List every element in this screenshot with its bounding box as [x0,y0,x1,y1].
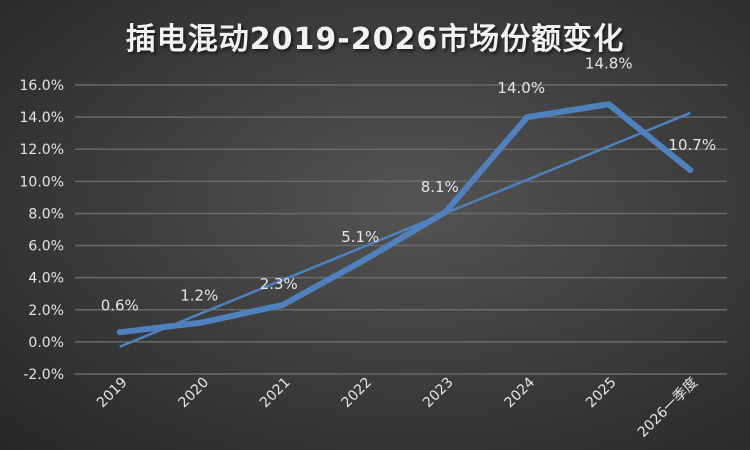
y-tick-label: 2.0% [28,303,64,319]
x-tick-label: 2026一季度 [635,375,701,441]
y-tick-label: 10.0% [20,174,64,190]
data-label: 8.1% [421,178,459,196]
y-tick-label: 14.0% [20,110,64,126]
y-tick-label: 16.0% [20,78,64,94]
x-tick-label: 2025 [583,375,620,412]
data-label: 14.8% [585,54,633,72]
x-tick-label: 2024 [502,374,539,411]
trendline [119,111,691,348]
y-tick-label: -2.0% [23,367,64,383]
data-label: 1.2% [180,287,218,305]
chart-title: 插电混动2019-2026市场份额变化 [125,22,625,57]
y-tick-label: 4.0% [28,271,64,287]
y-tick-label: 8.0% [28,206,64,222]
y-tick-label: 6.0% [28,239,64,255]
data-label: 0.6% [101,296,139,314]
x-tick-label: 2020 [176,375,213,412]
data-label: 14.0% [497,79,545,97]
data-label: 5.1% [341,228,379,246]
series-line [116,101,694,336]
x-tick-label: 2021 [257,375,294,412]
data-label: 10.7% [668,136,716,154]
x-tick-label: 2022 [339,375,376,412]
x-tick-label: 2023 [420,375,457,412]
y-tick-label: 0.0% [28,335,64,351]
y-tick-label: 12.0% [20,142,64,158]
data-label: 2.3% [260,275,298,293]
x-tick-label: 2019 [94,375,131,412]
